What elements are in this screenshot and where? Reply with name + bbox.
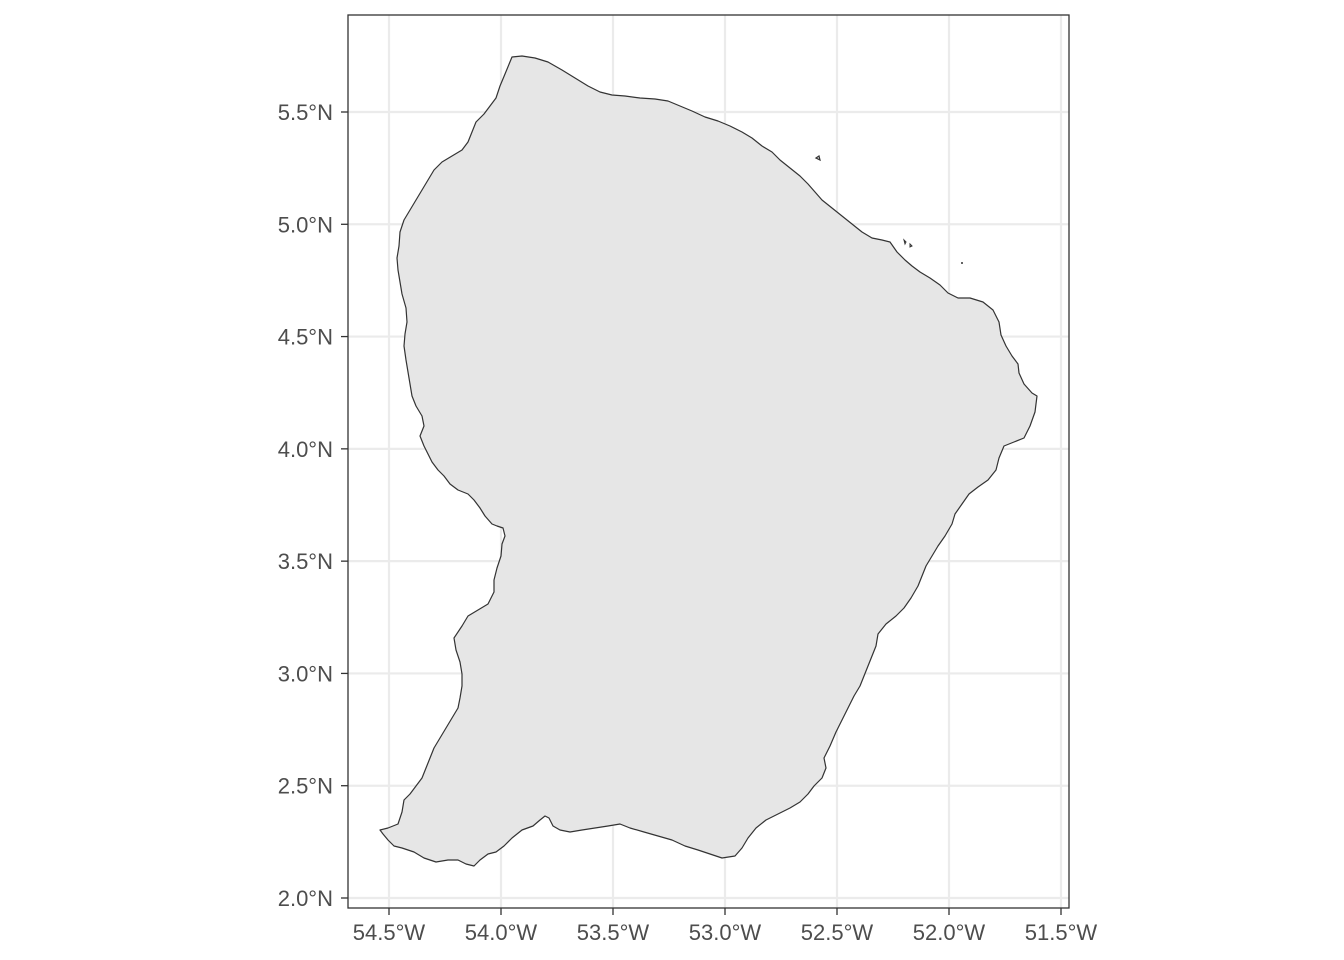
panel-border — [347, 14, 1070, 909]
x-tick-label: 52.0°W — [913, 920, 986, 945]
y-tick-label: 5.5°N — [278, 100, 333, 125]
french-guiana-mainland — [379, 55, 1038, 867]
y-tick-label: 5.0°N — [278, 212, 333, 237]
island-ile-du-salut — [814, 155, 821, 162]
y-tick-label: 2.5°N — [278, 774, 333, 799]
island-small-2 — [909, 242, 913, 248]
x-tick-label: 52.5°W — [801, 920, 874, 945]
x-tick-label: 53.0°W — [689, 920, 762, 945]
x-tick-label: 54.5°W — [353, 920, 426, 945]
y-tick-label: 2.0°N — [278, 886, 333, 911]
y-tick-label: 3.5°N — [278, 549, 333, 574]
y-tick-label: 3.0°N — [278, 661, 333, 686]
x-tick-label: 51.5°W — [1025, 920, 1098, 945]
y-tick-label: 4.0°N — [278, 437, 333, 462]
x-tick-label: 53.5°W — [577, 920, 650, 945]
island-small-3 — [961, 262, 963, 264]
x-tick-label: 54.0°W — [465, 920, 538, 945]
island-small-1 — [903, 238, 907, 246]
axes: 54.5°W 54.0°W 53.5°W 53.0°W 52.5°W 52.0°W 51.5… — [278, 100, 1098, 945]
y-tick-label: 4.5°N — [278, 325, 333, 350]
